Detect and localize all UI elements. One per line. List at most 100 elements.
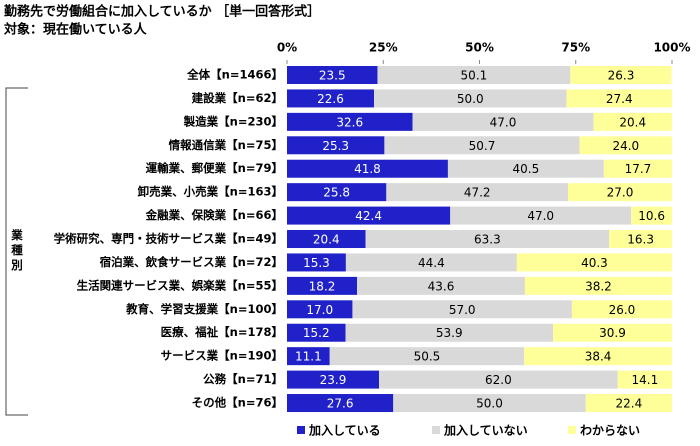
bar-segment <box>450 206 632 225</box>
value-label: 40.5 <box>513 162 540 176</box>
bar-segment <box>374 89 567 108</box>
bar-segment <box>579 136 672 155</box>
value-label: 63.3 <box>474 233 501 247</box>
bar-segment <box>287 89 375 108</box>
bar-segment <box>287 230 366 249</box>
value-label: 38.4 <box>585 350 612 364</box>
category-label: 金融業、保険業【n=66】 <box>145 208 283 222</box>
bar-segment <box>516 253 672 272</box>
bar-segment <box>287 206 451 225</box>
bar-segment <box>287 300 353 319</box>
group-bracket <box>5 87 28 416</box>
legend-label: 加入している <box>308 423 381 438</box>
value-label: 11.1 <box>295 350 322 364</box>
value-label: 53.9 <box>436 326 463 340</box>
bar-segment <box>571 300 672 319</box>
value-label: 17.0 <box>306 303 333 317</box>
value-label: 14.1 <box>631 373 658 387</box>
bar-segment <box>357 276 525 295</box>
category-label: 全体【n=1466】 <box>186 68 283 82</box>
bar-segment <box>631 206 672 225</box>
value-label: 23.5 <box>319 69 346 83</box>
value-label: 47.2 <box>464 186 491 200</box>
value-label: 41.8 <box>354 162 381 176</box>
value-label: 38.2 <box>585 279 612 293</box>
bar-segment <box>524 276 672 295</box>
value-label: 25.3 <box>322 139 349 153</box>
value-label: 32.6 <box>336 115 363 129</box>
value-label: 44.4 <box>418 256 445 270</box>
value-label: 43.6 <box>428 279 455 293</box>
bar-segment <box>386 183 569 202</box>
category-label: サービス業【n=190】 <box>161 349 283 363</box>
value-label: 62.0 <box>485 373 512 387</box>
bar-segment <box>393 394 586 413</box>
bar-segment <box>566 89 672 108</box>
bar-segment <box>287 183 387 202</box>
bar-segment <box>365 230 610 249</box>
bar-segment <box>345 253 517 272</box>
value-label: 27.0 <box>607 186 634 200</box>
value-label: 20.4 <box>619 115 646 129</box>
bar-segment <box>593 112 672 131</box>
chart-title: 勤務先で労働組合に加入しているか ［単一回答形式］ <box>4 4 320 20</box>
legend-swatch <box>432 426 440 434</box>
bar-segment <box>287 253 346 272</box>
bar-segment <box>287 136 385 155</box>
legend-swatch <box>297 426 305 434</box>
bar-segment <box>617 370 672 389</box>
legend-label: 加入していない <box>443 423 528 438</box>
bar-segment <box>447 159 604 178</box>
x-tick-label: 25% <box>369 41 398 55</box>
value-label: 50.5 <box>414 350 441 364</box>
bar-segment <box>377 66 571 84</box>
category-label: 情報通信業【n=75】 <box>168 138 283 152</box>
bar-segment <box>524 347 672 366</box>
value-label: 40.3 <box>581 256 608 270</box>
bar-segment <box>287 159 448 178</box>
value-label: 50.0 <box>457 92 484 106</box>
value-label: 10.6 <box>638 209 665 223</box>
value-label: 50.7 <box>469 139 496 153</box>
bar-segment <box>384 136 580 155</box>
value-label: 27.6 <box>327 397 354 411</box>
category-label: 宿泊業、飲食サービス業【n=72】 <box>100 255 283 269</box>
bar-segment <box>287 394 394 413</box>
x-tick-label: 0% <box>277 41 297 55</box>
value-label: 27.4 <box>606 92 633 106</box>
category-label: その他【n=76】 <box>192 396 283 410</box>
bar-segment <box>352 300 572 319</box>
legend-swatch <box>568 426 576 434</box>
value-label: 22.6 <box>317 92 344 106</box>
bar-segment <box>345 323 554 342</box>
value-label: 57.0 <box>449 303 476 317</box>
value-label: 26.0 <box>609 303 636 317</box>
category-label: 運輸業、郵便業【n=79】 <box>146 161 283 175</box>
bar-segment <box>287 112 413 131</box>
x-tick-label: 100% <box>653 41 690 55</box>
value-label: 18.2 <box>309 279 336 293</box>
value-label: 25.8 <box>323 186 350 200</box>
bar-segment <box>553 323 672 342</box>
x-tick-label: 75% <box>561 41 590 55</box>
bar-segment <box>287 347 330 366</box>
value-label: 23.9 <box>320 373 347 387</box>
value-label: 22.4 <box>616 397 643 411</box>
value-label: 17.7 <box>625 162 652 176</box>
bar-segment <box>585 394 672 413</box>
bar-segment <box>287 323 346 342</box>
chart-subtitle: 対象：現在働いている人 <box>3 22 148 38</box>
bar-segment <box>379 370 618 389</box>
bar-segment <box>329 347 525 366</box>
category-label: 公務【n=71】 <box>203 372 283 386</box>
bar-segment <box>603 159 672 178</box>
bar-segment <box>568 183 672 202</box>
value-label: 30.9 <box>599 326 626 340</box>
category-label: 製造業【n=230】 <box>183 114 283 128</box>
value-label: 42.4 <box>355 209 382 223</box>
bar-segment <box>570 66 672 84</box>
category-label: 生活関連サービス業、娯楽業【n=55】 <box>77 278 283 292</box>
bar-segment <box>287 370 380 389</box>
value-label: 16.3 <box>627 233 654 247</box>
